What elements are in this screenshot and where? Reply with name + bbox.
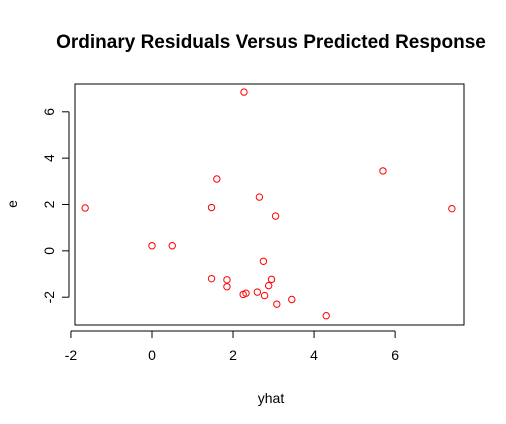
data-point: [214, 176, 220, 182]
data-point: [289, 296, 295, 302]
data-point: [380, 168, 386, 174]
chart-title: Ordinary Residuals Versus Predicted Resp…: [56, 32, 486, 53]
x-tick-label: 4: [310, 347, 318, 363]
data-point: [241, 89, 247, 95]
y-tick-label: 2: [41, 200, 57, 208]
data-points: [82, 89, 455, 319]
data-point: [268, 276, 274, 282]
y-tick-label: -2: [41, 291, 57, 304]
x-tick-label: 0: [148, 347, 156, 363]
x-axis: -2 0 2 4 6: [65, 331, 399, 363]
data-point: [149, 243, 155, 249]
data-point: [265, 282, 271, 288]
data-point: [449, 205, 455, 211]
data-point: [254, 289, 260, 295]
data-point: [323, 313, 329, 319]
x-tick-label: 2: [229, 347, 237, 363]
data-point: [256, 194, 262, 200]
data-point: [260, 258, 266, 264]
data-point: [272, 213, 278, 219]
y-tick-label: 6: [41, 108, 57, 116]
data-point: [261, 292, 267, 298]
y-tick-label: 0: [41, 247, 57, 255]
data-point: [169, 243, 175, 249]
x-tick-label: -2: [65, 347, 78, 363]
data-point: [208, 275, 214, 281]
x-axis-label: yhat: [258, 390, 285, 406]
y-axis-label: e: [4, 200, 20, 208]
y-axis: -2 0 2 4 6: [41, 108, 69, 304]
data-point: [208, 204, 214, 210]
y-tick-label: 4: [41, 154, 57, 162]
data-point: [274, 301, 280, 307]
data-point: [224, 277, 230, 283]
data-point: [224, 284, 230, 290]
data-point: [82, 205, 88, 211]
x-tick-label: 6: [391, 347, 399, 363]
